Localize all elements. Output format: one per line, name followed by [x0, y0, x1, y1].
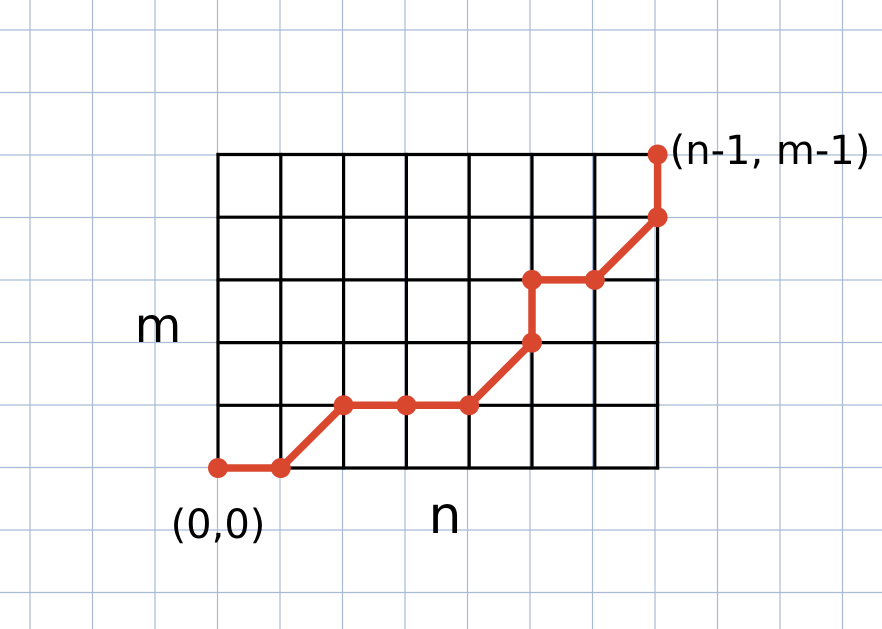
end-label: (n-1, m-1) — [670, 128, 871, 174]
path-segment-4 — [465, 338, 536, 410]
width-label: n — [429, 486, 462, 546]
height-label: m — [135, 298, 182, 354]
monotone-path — [208, 144, 668, 478]
path-node-7 — [584, 269, 605, 290]
path-segment-7 — [591, 213, 662, 284]
path-node-8 — [647, 207, 668, 228]
path-segment-1 — [277, 401, 348, 472]
start-label: (0,0) — [171, 502, 266, 548]
path-node-1 — [270, 458, 291, 478]
path-node-0 — [208, 458, 228, 478]
path-node-9 — [647, 144, 668, 165]
path-node-5 — [522, 332, 542, 353]
path-node-2 — [333, 395, 354, 416]
path-node-6 — [522, 269, 542, 290]
path-node-3 — [396, 395, 417, 416]
path-node-4 — [459, 395, 480, 416]
